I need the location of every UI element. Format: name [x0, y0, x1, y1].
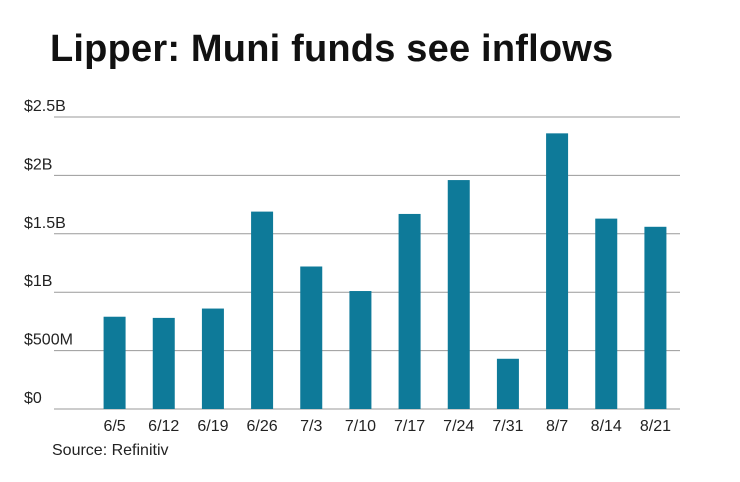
y-tick-label: $500M	[24, 332, 73, 349]
x-tick-label: 6/19	[197, 418, 228, 435]
x-tick-label: 8/7	[546, 418, 568, 435]
x-tick-label: 6/26	[247, 418, 278, 435]
bar-6-12	[152, 317, 175, 409]
source-note: Source: Refinitiv	[52, 442, 169, 459]
bar-7-3	[300, 266, 323, 409]
x-tick-label: 7/17	[394, 418, 425, 435]
y-tick-label: $2.5B	[24, 98, 66, 115]
x-tick-label: 6/5	[103, 418, 125, 435]
y-tick-label: $1B	[24, 273, 52, 290]
bar-8-21	[644, 226, 667, 409]
bar-8-14	[595, 218, 618, 409]
y-axis-labels: $0 $500M $1B $1.5B $2B $2.5B	[24, 98, 73, 407]
bar-6-26	[251, 211, 274, 409]
bar-6-19	[201, 308, 224, 409]
bars	[103, 133, 667, 410]
y-tick-label: $0	[24, 390, 42, 407]
bar-6-5	[103, 316, 126, 409]
y-tick-label: $2B	[24, 156, 52, 173]
chart-title: Lipper: Muni funds see inflows	[50, 28, 614, 70]
y-tick-label: $1.5B	[24, 215, 66, 232]
bar-7-31	[496, 358, 519, 409]
x-tick-label: 7/31	[492, 418, 523, 435]
x-tick-label: 7/3	[300, 418, 322, 435]
x-tick-label: 6/12	[148, 418, 179, 435]
bar-7-10	[349, 291, 372, 409]
bar-7-24	[447, 180, 470, 409]
bar-7-17	[398, 213, 421, 409]
x-tick-label: 8/21	[640, 418, 671, 435]
x-tick-label: 7/10	[345, 418, 376, 435]
x-tick-label: 8/14	[591, 418, 622, 435]
x-tick-label: 7/24	[443, 418, 474, 435]
x-axis-labels: 6/5 6/12 6/19 6/26 7/3 7/10 7/17 7/24 7/31 8/7 8/1…	[103, 418, 671, 435]
bar-8-7	[546, 133, 569, 410]
